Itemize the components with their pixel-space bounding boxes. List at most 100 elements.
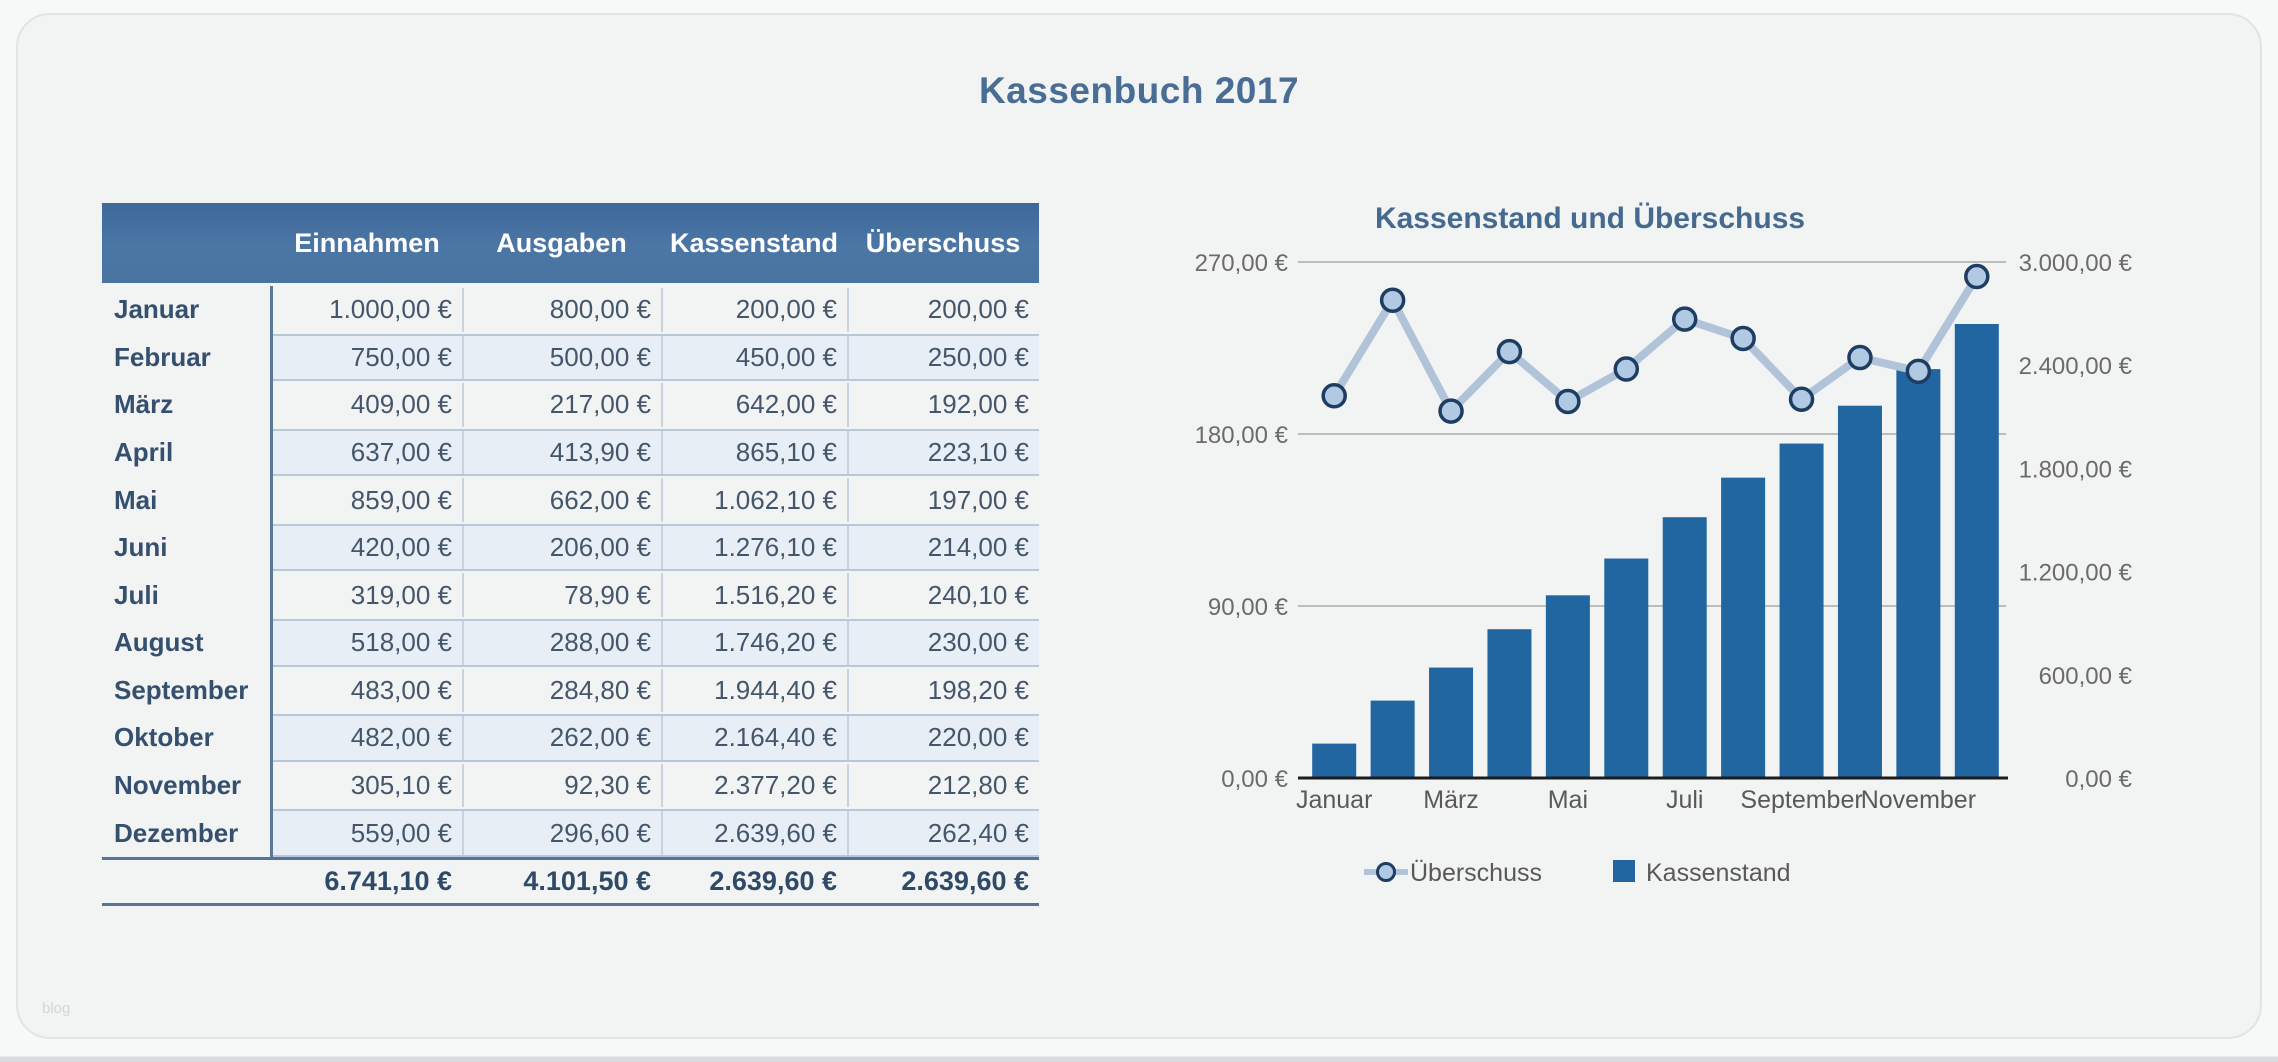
value-cell[interactable]: 192,00 € — [847, 383, 1039, 427]
line-point-juli[interactable] — [1671, 306, 1698, 332]
value-cell[interactable]: 200,00 € — [847, 288, 1039, 332]
value-cell[interactable]: 413,90 € — [462, 430, 661, 475]
value-cell[interactable]: 500,00 € — [462, 335, 661, 380]
line-point-april[interactable] — [1496, 338, 1523, 365]
month-cell[interactable]: Dezember — [114, 817, 239, 848]
month-cell[interactable]: Oktober — [114, 722, 214, 753]
value-cell[interactable]: 637,00 € — [350, 437, 452, 468]
legend-kassenstand-label[interactable]: Kassenstand — [1646, 859, 1791, 887]
value-cell[interactable]: 859,00 € — [350, 484, 452, 515]
value-cell[interactable]: 319,00 € — [350, 579, 452, 610]
value-cell[interactable]: 288,00 € — [462, 621, 661, 665]
line-point-oktober[interactable] — [1847, 344, 1873, 371]
month-cell[interactable]: Juli — [114, 579, 159, 610]
bar-mai[interactable] — [1545, 595, 1590, 778]
header-cell-ueberschuss[interactable]: Überschuss — [865, 227, 1021, 258]
value-cell[interactable]: 865,10 € — [661, 430, 847, 475]
header-cell-einnahmen[interactable]: Einnahmen — [294, 227, 440, 258]
line-point-august[interactable] — [1730, 325, 1756, 352]
month-cell[interactable]: April — [114, 437, 174, 468]
month-cell[interactable]: Januar — [114, 294, 200, 325]
value-cell[interactable]: 1.062,10 € — [661, 478, 847, 522]
value-cell[interactable]: 214,00 € — [847, 525, 1039, 570]
totals-kassenstand[interactable]: 2.639,60 € — [709, 865, 837, 896]
bar-februar[interactable] — [1370, 700, 1415, 778]
bar-september[interactable] — [1779, 443, 1824, 778]
month-cell[interactable]: September — [114, 674, 249, 705]
header-cell-kassenstand[interactable]: Kassenstand — [669, 227, 839, 258]
value-cell[interactable]: 750,00 € — [350, 341, 452, 372]
totals-ueberschuss[interactable]: 2.639,60 € — [901, 865, 1029, 896]
value-cell[interactable]: 200,00 € — [661, 288, 847, 332]
month-cell[interactable]: März — [114, 389, 174, 420]
value-cell[interactable]: 78,90 € — [462, 573, 661, 618]
value-cell[interactable]: 1.276,10 € — [661, 525, 847, 570]
legend-ueberschuss-marker-icon[interactable] — [1376, 862, 1396, 882]
value-cell[interactable]: 220,00 € — [847, 716, 1039, 760]
line-point-märz[interactable] — [1438, 398, 1464, 424]
value-cell[interactable]: 296,60 € — [462, 811, 661, 855]
value-cell[interactable]: 559,00 € — [350, 817, 452, 848]
bar-november[interactable] — [1896, 369, 1941, 778]
value-cell[interactable]: 642,00 € — [661, 383, 847, 427]
value-cell[interactable]: 662,00 € — [462, 478, 661, 522]
value-cell[interactable]: 305,10 € — [350, 770, 452, 801]
month-cell[interactable]: Februar — [114, 341, 211, 372]
bar-juni[interactable] — [1604, 558, 1649, 778]
line-point-dezember[interactable] — [1964, 263, 1990, 290]
value-cell[interactable]: 262,00 € — [462, 716, 661, 760]
value-cell[interactable]: 2.639,60 € — [661, 811, 847, 855]
value-cell[interactable]: 212,80 € — [847, 763, 1039, 808]
month-cell[interactable]: August — [114, 627, 204, 658]
value-cell[interactable]: 230,00 € — [847, 621, 1039, 665]
line-point-mai[interactable] — [1555, 388, 1581, 415]
totals-ausgaben[interactable]: 4.101,50 € — [523, 865, 651, 896]
value-cell[interactable]: 482,00 € — [350, 722, 452, 753]
month-cell[interactable]: Mai — [114, 484, 158, 515]
line-point-februar[interactable] — [1379, 287, 1406, 313]
bar-april[interactable] — [1487, 629, 1532, 778]
bar-januar[interactable] — [1312, 743, 1357, 778]
value-cell[interactable]: 1.000,00 € — [329, 294, 452, 325]
kassenstand-ueberschuss-chart[interactable]: Kassenstand und Überschuss 270,00 € 180,00… — [1150, 190, 2170, 930]
month-cell[interactable]: November — [114, 770, 242, 801]
row-values: 483,00 € 284,80 €1.944,40 €198,20 € — [272, 667, 1039, 715]
value-cell[interactable]: 800,00 € — [462, 288, 661, 332]
line-point-juni[interactable] — [1613, 356, 1640, 382]
value-cell[interactable]: 450,00 € — [661, 335, 847, 380]
bar-juli[interactable] — [1662, 517, 1707, 778]
legend-ueberschuss-label[interactable]: Überschuss — [1410, 859, 1542, 887]
line-point-november[interactable] — [1905, 358, 1932, 385]
bar-oktober[interactable] — [1837, 405, 1882, 778]
bar-märz[interactable] — [1429, 667, 1474, 778]
value-cell[interactable]: 2.164,40 € — [661, 716, 847, 760]
line-point-januar[interactable] — [1321, 383, 1347, 409]
value-cell[interactable]: 197,00 € — [847, 478, 1039, 522]
value-cell[interactable]: 206,00 € — [462, 525, 661, 570]
value-cell[interactable]: 2.377,20 € — [661, 763, 847, 808]
chart[interactable]: Kassenstand und Überschuss 270,00 € 180,00… — [1150, 190, 2170, 930]
value-cell[interactable]: 1.944,40 € — [661, 668, 847, 713]
totals-einnahmen[interactable]: 6.741,10 € — [324, 865, 452, 896]
header-cell-ausgaben[interactable]: Ausgaben — [496, 227, 627, 258]
bar-august[interactable] — [1721, 477, 1766, 778]
value-cell[interactable]: 409,00 € — [350, 389, 452, 420]
value-cell[interactable]: 92,30 € — [462, 763, 661, 808]
value-cell[interactable]: 518,00 € — [350, 627, 452, 658]
value-cell[interactable]: 240,10 € — [847, 573, 1039, 618]
value-cell[interactable]: 1.516,20 € — [661, 573, 847, 618]
legend-kassenstand-swatch-icon[interactable] — [1613, 860, 1635, 882]
value-cell[interactable]: 284,80 € — [462, 668, 661, 713]
value-cell[interactable]: 1.746,20 € — [661, 621, 847, 665]
line-point-september[interactable] — [1788, 386, 1815, 412]
value-cell[interactable]: 420,00 € — [350, 532, 452, 563]
month-cell[interactable]: Juni — [114, 532, 168, 563]
value-cell[interactable]: 223,10 € — [847, 430, 1039, 475]
value-cell[interactable]: 262,40 € — [847, 811, 1039, 855]
value-cell[interactable]: 483,00 € — [350, 674, 452, 705]
left-axis-label: 180,00 € — [1195, 422, 1289, 449]
value-cell[interactable]: 250,00 € — [847, 335, 1039, 380]
value-cell[interactable]: 198,20 € — [847, 668, 1039, 713]
bar-dezember[interactable] — [1954, 323, 1999, 778]
value-cell[interactable]: 217,00 € — [462, 383, 661, 427]
